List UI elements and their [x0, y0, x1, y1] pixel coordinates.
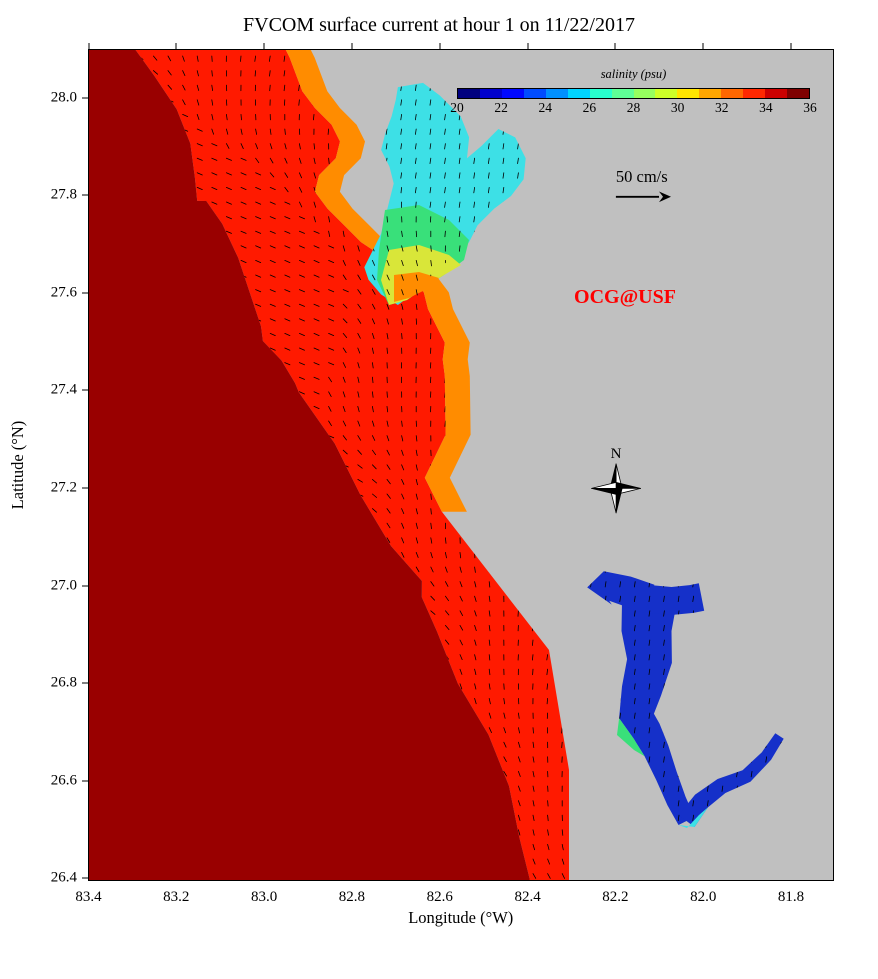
svg-text:OCG@USF: OCG@USF	[574, 286, 676, 308]
svg-text:N: N	[610, 446, 621, 462]
svg-text:50 cm/s: 50 cm/s	[615, 167, 667, 186]
